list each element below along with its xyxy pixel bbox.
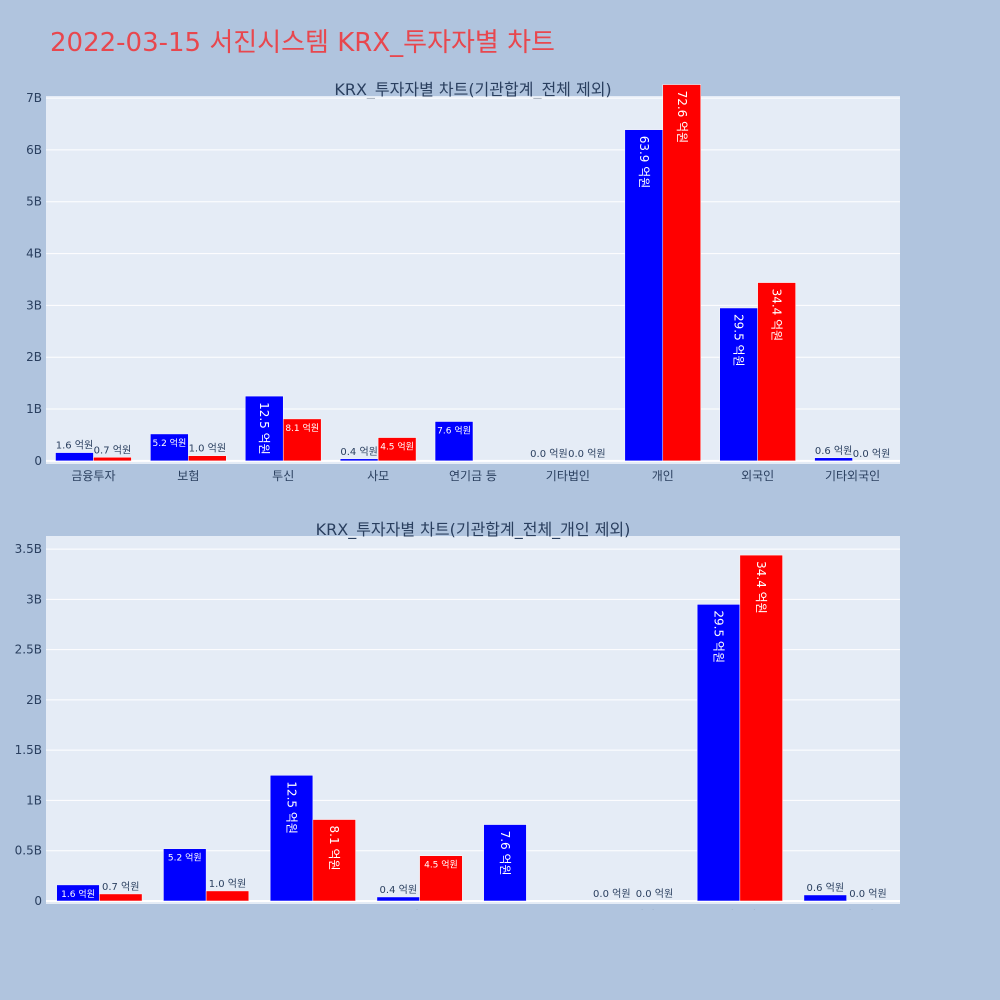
x-tick-label: 개인 [652, 469, 674, 483]
x-tick-label: 연기금 등 [502, 909, 550, 910]
chart-title: KRX_투자자별 차트(기관합계_전체 제외) [334, 80, 611, 100]
chart-bottom: KRX_투자자별 차트(기관합계_전체_개인 제외) 0 0.5B 1B 1.5B 2B 2… [15, 520, 900, 910]
bar [312, 819, 356, 902]
y-tick-label: 2B [26, 350, 42, 364]
bar-label: 1.0 억원 [189, 443, 226, 455]
y-tick-label: 3B [26, 298, 42, 312]
x-tick-label: 기타법인 [611, 909, 655, 910]
x-tick-label: 기타외국인 [819, 909, 874, 910]
bar-label: 4.5 억원 [380, 441, 414, 453]
x-tick-label: 보험 [195, 909, 217, 910]
chart-title: KRX_투자자별 차트(기관합계_전체_개인 제외) [316, 520, 631, 540]
y-tick-label: 3B [26, 592, 42, 606]
bar [245, 395, 284, 462]
bar [188, 455, 227, 462]
bar-label: 8.1 억원 [285, 422, 319, 434]
bar-label: 29.5 억원 [712, 610, 726, 663]
y-tick-label: 7B [26, 91, 42, 105]
x-tick-label: 기타법인 [546, 469, 590, 483]
bar [55, 452, 94, 462]
bar [624, 129, 664, 462]
y-tick-label: 2.5B [15, 643, 42, 657]
bar [339, 458, 379, 462]
bar-label: 0.0 억원 [849, 888, 886, 900]
x-tick-label: 사모 [367, 469, 389, 483]
bar [739, 554, 783, 902]
bar [719, 307, 758, 462]
bar [662, 84, 701, 462]
x-tick-label: 연기금 등 [449, 469, 497, 483]
bar [419, 855, 463, 902]
bar [269, 775, 314, 902]
bar-label: 5.2 억원 [168, 852, 202, 864]
y-tick-label: 0 [34, 454, 42, 468]
y-tick-label: 3.5B [15, 542, 42, 556]
page-title: 2022-03-15 서진시스템 KRX_투자자별 차트 [50, 28, 555, 58]
bar [56, 884, 100, 902]
bar-label: 5.2 억원 [152, 437, 186, 449]
bar [205, 890, 250, 902]
bar [483, 824, 527, 902]
chart-top: KRX_투자자별 차트(기관합계_전체 제외) 0 1B 2B 3B 4B 5B 6B 7B 금융… [26, 80, 900, 483]
x-tick-label: 기타외국인 [825, 469, 880, 483]
y-tick-label: 4B [26, 247, 42, 261]
bar-label: 63.9 억원 [637, 136, 651, 189]
bar-label: 0.4 억원 [340, 446, 377, 458]
y-tick-label: 0 [34, 894, 42, 908]
bar-label: 7.6 억원 [437, 424, 471, 436]
bar-label: 7.6 억원 [498, 831, 512, 876]
bar [803, 894, 847, 902]
bar [163, 848, 207, 902]
bar-label: 0.0 억원 [530, 448, 567, 460]
bar-label: 0.0 억원 [853, 448, 890, 460]
bar-label: 0.0 억원 [593, 888, 630, 900]
y-tick-label: 1.5B [15, 743, 42, 757]
bar [377, 437, 417, 462]
x-tick-label: 외국인 [723, 909, 756, 910]
x-tick-label: 투신 [272, 469, 294, 483]
y-tick-label: 6B [26, 143, 42, 157]
bar-label: 34.4 억원 [754, 561, 768, 614]
bar-label: 1.6 억원 [56, 440, 93, 452]
x-tick-label: 보험 [177, 469, 199, 483]
bar-label: 1.6 억원 [61, 888, 95, 900]
bar-label: 12.5 억원 [257, 402, 271, 455]
bar-label: 4.5 억원 [424, 859, 458, 871]
bar-label: 72.6 억원 [675, 91, 689, 144]
bar [150, 433, 189, 462]
bar [282, 418, 322, 462]
y-tick-label: 2B [26, 693, 42, 707]
bar [434, 421, 474, 462]
x-tick-label: 외국인 [741, 469, 774, 483]
bar [93, 457, 132, 462]
bar-label: 1.0 억원 [209, 878, 246, 890]
x-tick-label: 금융투자 [71, 469, 115, 483]
bar-label: 0.0 억원 [568, 448, 605, 460]
x-tick-label: 투신 [302, 909, 324, 910]
y-tick-label: 1B [26, 402, 42, 416]
y-tick-label: 1B [26, 793, 42, 807]
bar-label: 0.7 억원 [94, 444, 131, 456]
bar [814, 457, 853, 462]
bar-label: 0.6 억원 [807, 882, 844, 894]
bar-label: 0.6 억원 [815, 445, 852, 457]
bar-label: 0.0 억원 [636, 888, 673, 900]
bar-label: 12.5 억원 [285, 781, 299, 834]
x-tick-label: 사모 [409, 909, 431, 910]
y-tick-label: 5B [26, 195, 42, 209]
bar-label: 34.4 억원 [770, 289, 784, 342]
bar-label: 0.4 억원 [380, 884, 417, 896]
x-tick-label: 금융투자 [77, 909, 121, 910]
bar [757, 282, 796, 462]
bar-label: 29.5 억원 [732, 314, 746, 367]
bar-label: 8.1 억원 [327, 826, 341, 871]
bar [376, 896, 420, 902]
y-tick-label: 0.5B [15, 844, 42, 858]
bar-label: 0.7 억원 [102, 881, 139, 893]
bar [696, 604, 741, 902]
bar [99, 893, 143, 902]
